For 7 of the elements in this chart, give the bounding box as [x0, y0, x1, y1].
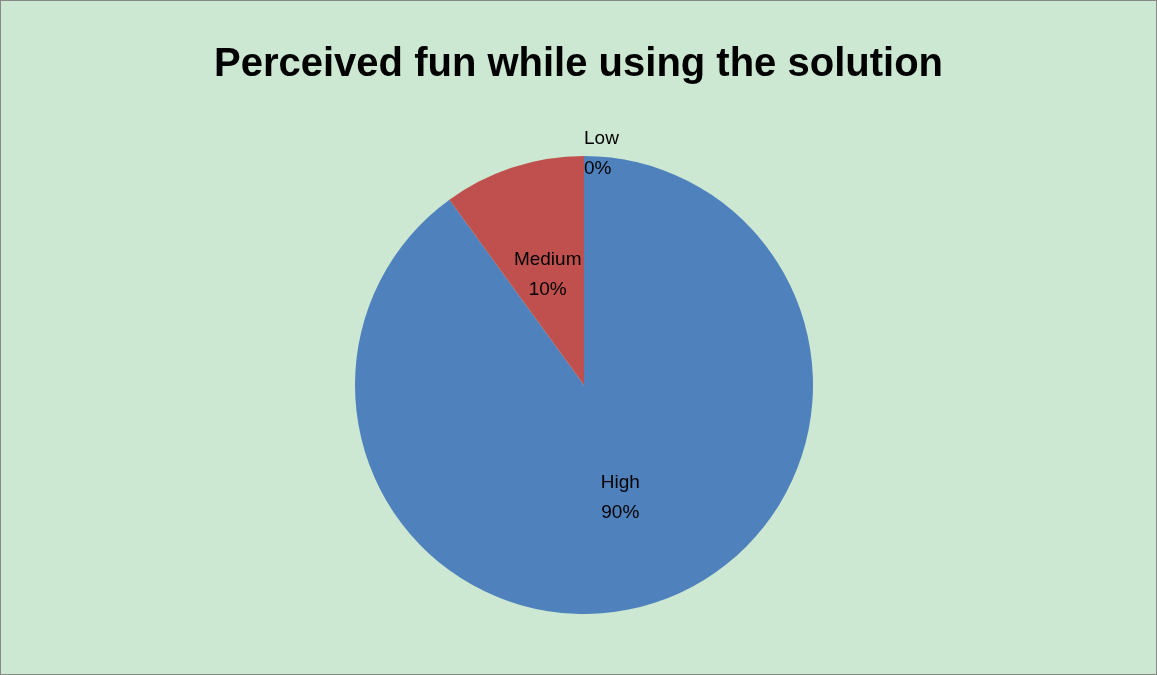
- chart-title: Perceived fun while using the solution: [214, 40, 943, 84]
- category-label: Low: [584, 126, 619, 148]
- data-label: 10%: [528, 277, 567, 299]
- data-label: 90%: [601, 501, 640, 523]
- slice-label: High: [600, 471, 640, 493]
- slice-label: Medium: [513, 247, 582, 269]
- text: 0%: [584, 156, 612, 178]
